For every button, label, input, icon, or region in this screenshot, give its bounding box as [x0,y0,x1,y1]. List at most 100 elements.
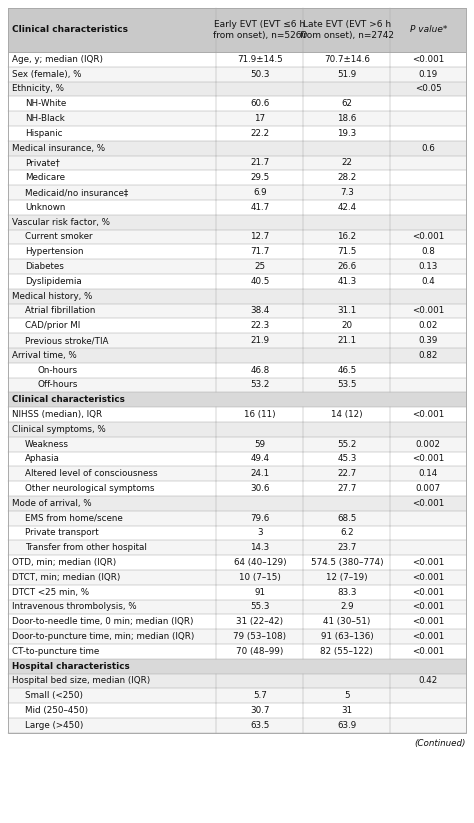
Bar [8,215,466,230]
Text: 0.8: 0.8 [421,247,435,256]
Text: 59: 59 [255,439,265,449]
Text: <0.001: <0.001 [412,617,444,626]
Text: Hospital bed size, median (IQR): Hospital bed size, median (IQR) [12,677,150,686]
Text: 16 (11): 16 (11) [244,410,276,419]
Text: Clinical characteristics: Clinical characteristics [12,395,125,404]
Text: <0.001: <0.001 [412,588,444,597]
Text: Hospital characteristics: Hospital characteristics [12,662,130,671]
Text: EMS from home/scene: EMS from home/scene [25,514,123,523]
Bar [8,141,466,156]
Text: Intravenous thrombolysis, %: Intravenous thrombolysis, % [12,602,137,611]
Text: <0.001: <0.001 [412,410,444,419]
Text: Large (>450): Large (>450) [25,721,83,730]
Text: DTCT, min; median (IQR): DTCT, min; median (IQR) [12,573,120,582]
Bar [8,67,466,81]
Text: 28.2: 28.2 [337,174,356,183]
Text: 22.2: 22.2 [250,129,269,138]
Text: NH-Black: NH-Black [25,114,65,123]
Bar [8,378,466,393]
Text: <0.001: <0.001 [412,558,444,567]
Text: 0.82: 0.82 [419,351,438,360]
Text: P value*: P value* [410,26,447,35]
Text: Late EVT (EVT >6 h
from onset), n=2742: Late EVT (EVT >6 h from onset), n=2742 [300,21,394,40]
Text: 49.4: 49.4 [250,454,269,463]
Text: 19.3: 19.3 [337,129,356,138]
Bar [8,615,466,630]
Text: 46.8: 46.8 [250,365,270,374]
Text: 41 (30–51): 41 (30–51) [323,617,371,626]
Text: Medical history, %: Medical history, % [12,291,92,300]
Text: 0.13: 0.13 [419,262,438,271]
Text: 45.3: 45.3 [337,454,356,463]
Text: 71.9±14.5: 71.9±14.5 [237,55,283,64]
Bar [8,185,466,200]
Text: Vascular risk factor, %: Vascular risk factor, % [12,218,110,226]
Text: NIHSS (median), IQR: NIHSS (median), IQR [12,410,102,419]
Bar [8,156,466,170]
Bar [8,363,466,378]
Text: <0.001: <0.001 [412,573,444,582]
Bar [8,452,466,467]
Text: 21.1: 21.1 [337,336,356,345]
Text: 53.5: 53.5 [337,380,356,389]
Bar [8,96,466,111]
Text: 63.5: 63.5 [250,721,270,730]
Text: Current smoker: Current smoker [25,233,92,241]
Text: Mid (250–450): Mid (250–450) [25,706,88,715]
Bar [8,111,466,126]
Text: CAD/prior MI: CAD/prior MI [25,321,80,330]
Bar [8,600,466,615]
Text: 30.7: 30.7 [250,706,270,715]
Bar [8,126,466,141]
Bar [8,52,466,67]
Text: DTCT <25 min, %: DTCT <25 min, % [12,588,89,597]
Text: 0.02: 0.02 [419,321,438,330]
Text: 79.6: 79.6 [250,514,270,523]
Text: 16.2: 16.2 [337,233,356,241]
Text: Early EVT (EVT ≤6 h
from onset), n=5260: Early EVT (EVT ≤6 h from onset), n=5260 [213,21,307,40]
Bar [8,319,466,333]
Text: 21.7: 21.7 [250,159,270,168]
Text: On-hours: On-hours [38,365,78,374]
Text: 53.2: 53.2 [250,380,270,389]
Bar [8,688,466,703]
Text: 17: 17 [255,114,265,123]
Text: <0.001: <0.001 [412,306,444,315]
Text: 70.7±14.6: 70.7±14.6 [324,55,370,64]
Text: <0.001: <0.001 [412,499,444,508]
Bar [8,407,466,422]
Text: <0.001: <0.001 [412,55,444,64]
Text: Medicare: Medicare [25,174,65,183]
Text: 574.5 (380–774): 574.5 (380–774) [310,558,383,567]
Text: Ethnicity, %: Ethnicity, % [12,85,64,94]
Bar [8,259,466,274]
Text: 24.1: 24.1 [250,469,269,478]
Text: 70 (48–99): 70 (48–99) [236,647,283,656]
Text: Weakness: Weakness [25,439,69,449]
Bar [8,541,466,556]
Text: 40.5: 40.5 [250,277,270,286]
Text: 0.14: 0.14 [419,469,438,478]
Text: Medical insurance, %: Medical insurance, % [12,144,105,153]
Text: Previous stroke/TIA: Previous stroke/TIA [25,336,109,345]
Text: 0.007: 0.007 [416,484,441,493]
Text: 71.7: 71.7 [250,247,270,256]
Text: CT-to-puncture time: CT-to-puncture time [12,647,99,656]
Bar [8,658,466,673]
Text: 0.19: 0.19 [419,70,438,79]
Text: Clinical symptoms, %: Clinical symptoms, % [12,425,106,434]
Text: 6.2: 6.2 [340,528,354,537]
Text: 21.9: 21.9 [250,336,269,345]
Bar [8,81,466,96]
Text: Aphasia: Aphasia [25,454,60,463]
Text: 12.7: 12.7 [250,233,270,241]
Bar [8,422,466,437]
Bar [8,244,466,259]
Text: Arrival time, %: Arrival time, % [12,351,77,360]
Text: 6.9: 6.9 [253,188,267,197]
Text: 91 (63–136): 91 (63–136) [320,632,374,641]
Text: 2.9: 2.9 [340,602,354,611]
Text: 10 (7–15): 10 (7–15) [239,573,281,582]
Bar [8,333,466,348]
Text: 60.6: 60.6 [250,100,270,109]
